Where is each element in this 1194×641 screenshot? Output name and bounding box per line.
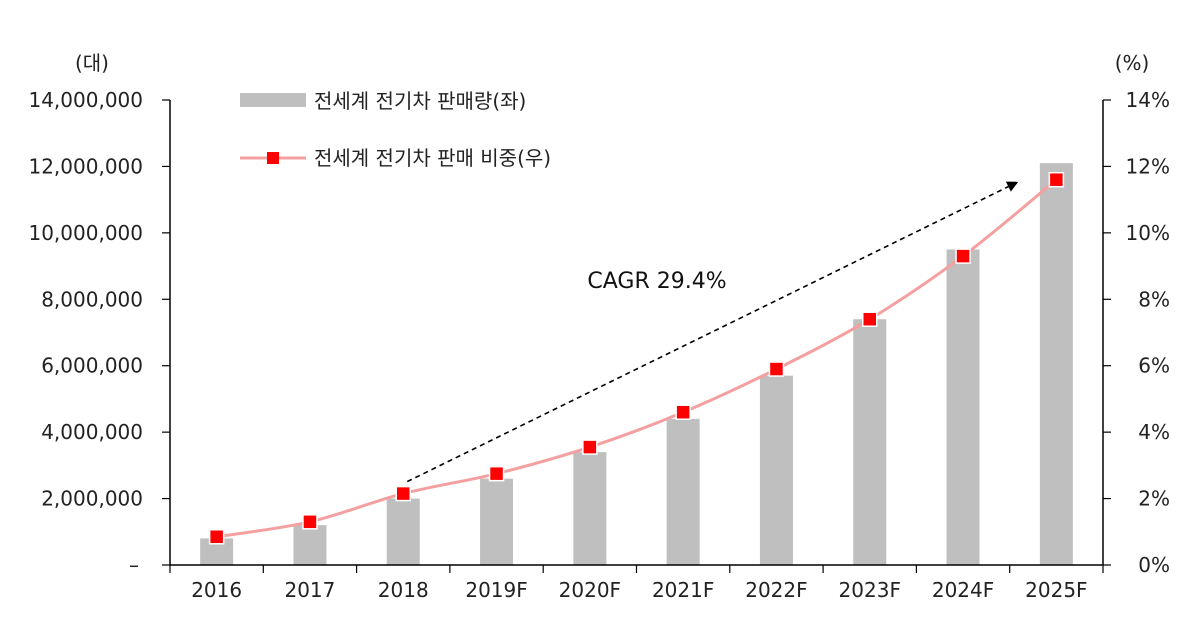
x-tick-label: 2024F — [932, 578, 994, 602]
bar-2017 — [293, 525, 327, 565]
bar-2023F — [853, 319, 887, 565]
right-axis-unit: (%) — [1115, 51, 1150, 75]
right-tick-label: 8% — [1138, 287, 1170, 311]
x-tick-label: 2025F — [1025, 578, 1087, 602]
right-tick-label: 14% — [1126, 88, 1170, 112]
bar-2025F — [1039, 163, 1073, 565]
left-tick-label: 4,000,000 — [41, 420, 143, 444]
point-2017 — [302, 514, 318, 530]
x-tick-label: 2016 — [191, 578, 242, 602]
bar-2022F — [759, 375, 793, 565]
cagr-arrow — [406, 181, 1019, 483]
right-tick-label: 10% — [1126, 221, 1170, 245]
point-2022F — [768, 361, 785, 377]
cagr-annotation: CAGR 29.4% — [587, 269, 726, 294]
legend-label-bar: 전세계 전기차 판매량(좌) — [314, 89, 526, 113]
right-tick-label: 4% — [1138, 420, 1170, 444]
left-tick-label: – — [129, 553, 139, 577]
bar-2021F — [666, 418, 700, 565]
share-line — [216, 178, 1058, 539]
bar-2020F — [573, 452, 607, 565]
bar-2018 — [386, 498, 420, 565]
point-2018 — [395, 485, 411, 502]
point-2021F — [675, 404, 691, 420]
x-tick-label: 2021F — [652, 578, 714, 602]
x-tick-label: 2023F — [839, 578, 901, 602]
point-2016 — [208, 529, 225, 545]
axes: 2016 2017 2018 2019F 2020F 2021F 2022F 2023F 202… — [28, 88, 1170, 602]
right-tick-label: 0% — [1138, 553, 1170, 577]
point-2019F — [488, 465, 505, 482]
point-2023F — [862, 311, 878, 327]
bar-2024F — [946, 249, 980, 565]
x-tick-label: 2020F — [559, 578, 621, 602]
x-tick-label: 2019F — [465, 578, 527, 602]
point-2020F — [582, 439, 598, 455]
line-series — [208, 171, 1065, 545]
bar-2019F — [480, 478, 514, 565]
right-tick-label: 2% — [1138, 487, 1170, 511]
legend: 전세계 전기차 판매량(좌) 전세계 전기차 판매 비중(우) — [240, 89, 551, 170]
annotation-group: CAGR 29.4% — [406, 181, 1019, 483]
bar-series — [200, 163, 1073, 565]
left-tick-label: 12,000,000 — [28, 154, 143, 178]
right-tick-label: 6% — [1138, 354, 1170, 378]
point-2024F — [955, 248, 971, 264]
legend-swatch-marker — [267, 152, 279, 164]
left-tick-label: 2,000,000 — [41, 487, 143, 511]
right-tick-label: 12% — [1126, 154, 1170, 178]
legend-swatch-bar — [240, 93, 306, 107]
left-tick-label: 14,000,000 — [28, 88, 143, 112]
left-tick-label: 10,000,000 — [28, 221, 143, 245]
left-tick-label: 6,000,000 — [41, 354, 143, 378]
x-tick-label: 2022F — [745, 578, 807, 602]
left-axis-unit: (대) — [75, 51, 109, 75]
legend-label-line: 전세계 전기차 판매 비중(우) — [314, 146, 551, 170]
left-tick-label: 8,000,000 — [41, 287, 143, 311]
x-tick-label: 2017 — [284, 578, 335, 602]
point-2025F — [1048, 171, 1065, 188]
x-tick-label: 2018 — [378, 578, 429, 602]
